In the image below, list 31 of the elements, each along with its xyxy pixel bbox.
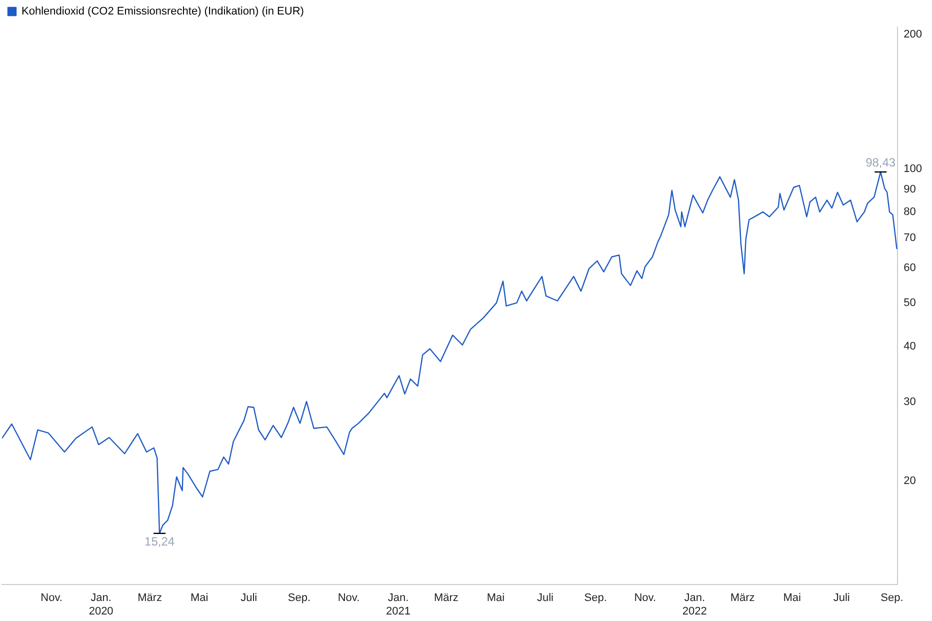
x-tick-label: März bbox=[434, 592, 458, 604]
x-tick-label: Mai bbox=[190, 592, 208, 604]
x-tick-label: Mai bbox=[783, 592, 801, 604]
y-tick-label: 200 bbox=[904, 28, 922, 41]
x-tick-label: Juli bbox=[536, 592, 554, 604]
y-tick-label: 90 bbox=[904, 183, 916, 196]
x-tick-label: März bbox=[730, 592, 755, 604]
annotation: 15,24 bbox=[144, 534, 175, 549]
x-tick-label: Mai bbox=[486, 592, 505, 604]
y-tick-label: 80 bbox=[904, 206, 916, 218]
x-tick-label: Sep. bbox=[288, 592, 311, 604]
y-tick-label: 100 bbox=[904, 162, 922, 175]
y-tick-label: 20 bbox=[904, 474, 916, 487]
x-tick-label: Jan. 2022 bbox=[682, 592, 707, 618]
x-tick-label: Nov. bbox=[40, 592, 62, 604]
x-tick-label: Jan. 2020 bbox=[88, 592, 114, 618]
x-tick-label: Nov. bbox=[634, 592, 656, 604]
x-tick-label: Jan. 2021 bbox=[386, 592, 411, 618]
x-tick-label: Sep. bbox=[880, 592, 904, 604]
x-tick-label: Juli bbox=[240, 592, 258, 604]
legend-label: Kohlendioxid (CO2 Emissionsrechte) (Indikation) (in EUR) bbox=[22, 6, 304, 18]
y-tick-label: 50 bbox=[904, 297, 916, 310]
x-tick-label: März bbox=[138, 592, 162, 604]
x-tick-label: Juli bbox=[833, 592, 850, 604]
y-tick-label: 40 bbox=[904, 340, 916, 352]
x-tick-label: Sep. bbox=[584, 592, 607, 604]
y-tick-label: 30 bbox=[904, 396, 916, 408]
x-tick-label: Nov. bbox=[338, 592, 360, 604]
annotation: 98,43 bbox=[866, 155, 896, 170]
y-tick-label: 60 bbox=[904, 262, 916, 274]
y-tick-label: 70 bbox=[904, 232, 916, 244]
